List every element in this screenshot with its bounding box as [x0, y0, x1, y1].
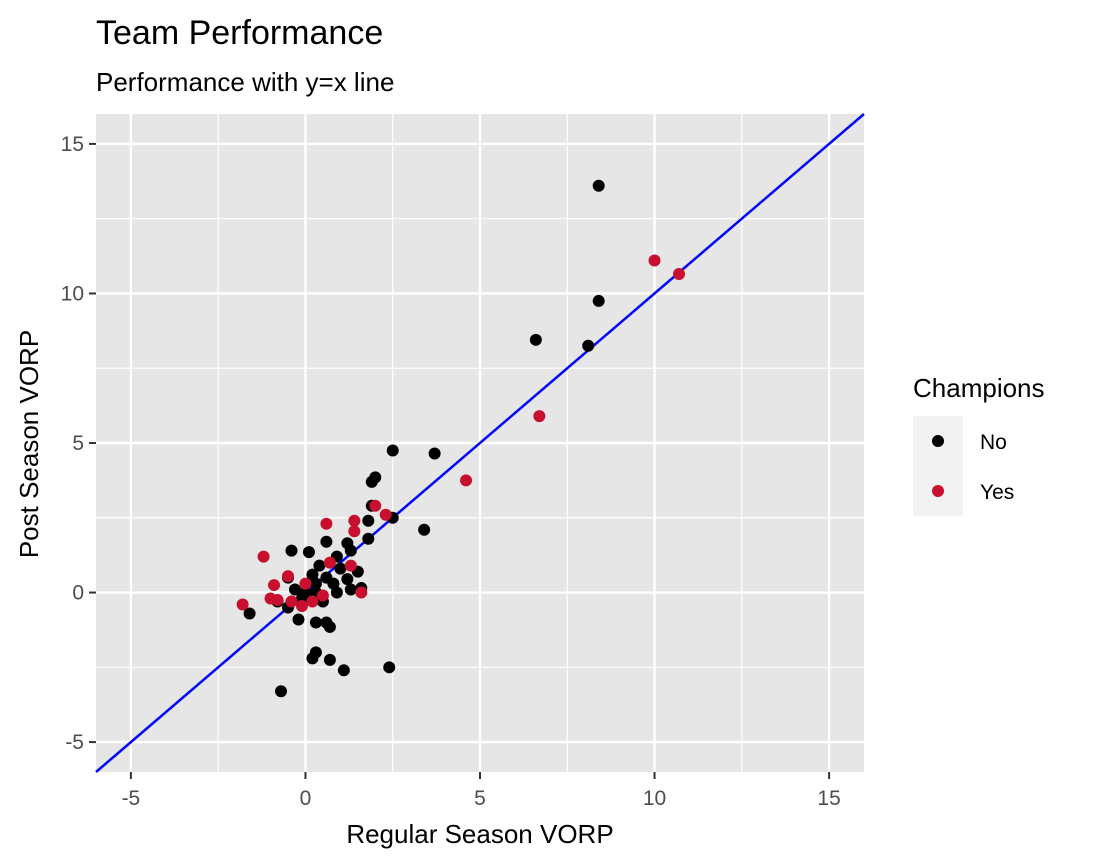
point-no — [383, 661, 396, 674]
point-yes — [236, 598, 249, 611]
point-no — [582, 339, 595, 352]
x-tick-label: 0 — [300, 787, 312, 810]
point-no — [313, 559, 326, 572]
point-no — [418, 523, 431, 536]
point-yes — [306, 595, 319, 608]
x-tick-label: 5 — [474, 787, 486, 810]
point-yes — [268, 579, 281, 592]
legend-key-dot — [932, 485, 944, 497]
y-axis: -5 0 5 10 15 — [61, 133, 96, 754]
point-yes — [316, 589, 329, 602]
point-no — [362, 514, 375, 527]
point-yes — [282, 570, 294, 583]
point-no — [302, 546, 315, 559]
y-tick-label: 15 — [61, 133, 84, 156]
point-no — [306, 652, 319, 665]
y-tick-label: 0 — [72, 582, 84, 605]
point-no — [592, 294, 605, 307]
point-no — [344, 583, 357, 596]
point-yes — [271, 594, 284, 607]
point-no — [288, 583, 301, 596]
point-no — [344, 544, 357, 557]
point-no — [386, 444, 399, 457]
point-no — [365, 475, 378, 488]
point-no — [309, 577, 322, 590]
y-equals-x-line — [95, 113, 865, 773]
point-yes — [672, 268, 685, 281]
point-no — [337, 664, 350, 677]
point-no — [428, 447, 441, 460]
point-yes — [460, 474, 473, 487]
point-no — [330, 586, 343, 599]
point-yes — [257, 550, 270, 563]
point-yes — [295, 600, 308, 613]
legend-label-no: No — [980, 431, 1007, 454]
y-axis-title: Post Season VORP — [14, 330, 44, 558]
x-tick-label: -5 — [122, 787, 141, 810]
point-no — [320, 535, 333, 548]
chart-subtitle: Performance with y=x line — [96, 67, 394, 97]
point-no — [362, 532, 375, 545]
point-no — [323, 653, 336, 666]
legend-label-yes: Yes — [980, 481, 1014, 504]
point-yes — [344, 559, 357, 572]
point-yes — [323, 556, 336, 569]
y-tick-label: -5 — [65, 731, 84, 754]
point-yes — [648, 254, 661, 267]
legend-key-dot — [932, 435, 944, 447]
point-no — [592, 179, 605, 192]
point-no — [529, 333, 542, 346]
x-axis-title: Regular Season VORP — [346, 819, 613, 849]
point-no — [243, 607, 256, 620]
point-no — [309, 616, 322, 629]
point-no — [334, 562, 347, 575]
point-yes — [285, 595, 298, 608]
point-no — [275, 685, 288, 698]
point-yes — [320, 517, 333, 530]
point-no — [285, 544, 298, 557]
reference-line-layer — [95, 113, 865, 773]
x-axis: -5 0 5 10 15 — [122, 772, 841, 810]
point-yes — [355, 586, 368, 599]
point-no — [292, 613, 305, 626]
y-tick-label: 10 — [61, 282, 84, 305]
point-no — [323, 620, 336, 633]
point-yes — [348, 514, 361, 527]
y-tick-label: 5 — [72, 432, 84, 455]
legend-title: Champions — [913, 373, 1045, 403]
legend: Champions No Yes — [913, 373, 1045, 516]
point-yes — [369, 499, 382, 512]
point-yes — [299, 577, 312, 590]
x-tick-label: 15 — [817, 787, 840, 810]
x-tick-label: 10 — [643, 787, 666, 810]
point-yes — [379, 508, 392, 521]
point-yes — [533, 410, 546, 423]
point-yes — [348, 525, 361, 538]
point-no — [341, 573, 354, 586]
chart-title: Team Performance — [96, 14, 383, 52]
points-layer — [236, 179, 685, 698]
